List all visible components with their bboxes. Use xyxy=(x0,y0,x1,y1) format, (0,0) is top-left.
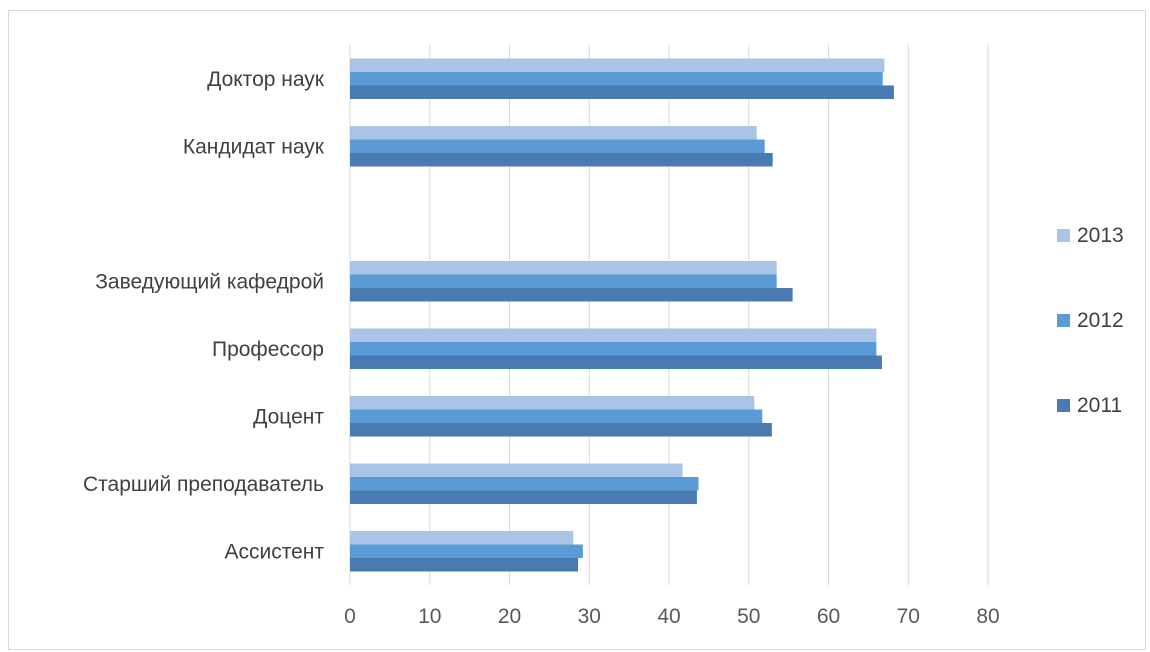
category-label: Доктор наук xyxy=(207,68,325,91)
legend-swatch-2011 xyxy=(1057,399,1070,412)
x-tick-label: 30 xyxy=(578,605,601,628)
bar-2013-5 xyxy=(350,396,755,410)
bar-2013-4 xyxy=(350,328,877,342)
category-labels: Доктор наук Кандидат наук Заведующий кафед… xyxy=(83,68,325,564)
bar-2012-7 xyxy=(350,544,583,558)
x-tick-label: 50 xyxy=(737,605,760,628)
bar-2011-4 xyxy=(350,355,882,369)
category-label: Доцент xyxy=(253,405,324,428)
bar-2012-0 xyxy=(350,72,883,86)
bar-2011-3 xyxy=(350,288,793,302)
legend-label-2011: 2011 xyxy=(1077,394,1122,417)
bar-2012-5 xyxy=(350,409,763,423)
bar-2013-7 xyxy=(350,531,574,545)
legend: 2013 2012 2011 xyxy=(1057,224,1124,417)
category-label: Кандидат наук xyxy=(183,135,325,158)
x-tick-label: 20 xyxy=(498,605,521,628)
category-label: Старший преподаватель xyxy=(83,473,324,496)
category-label: Ассистент xyxy=(224,540,324,563)
bar-2011-0 xyxy=(350,85,894,99)
bar-2011-1 xyxy=(350,153,773,167)
legend-label-2012: 2012 xyxy=(1077,309,1124,332)
legend-swatch-2013 xyxy=(1057,229,1070,242)
x-tick-label: 10 xyxy=(418,605,441,628)
bars xyxy=(350,58,894,572)
x-tick-labels: 0 10 20 30 40 50 60 70 80 xyxy=(344,605,1000,628)
category-label: Заведующий кафедрой xyxy=(95,270,324,293)
x-tick-label: 70 xyxy=(897,605,920,628)
bar-2012-4 xyxy=(350,342,877,356)
x-tick-label: 80 xyxy=(976,605,999,628)
category-label: Профессор xyxy=(212,338,324,361)
legend-swatch-2012 xyxy=(1057,314,1070,327)
legend-label-2013: 2013 xyxy=(1077,224,1124,247)
bar-2011-5 xyxy=(350,423,772,437)
bar-2013-6 xyxy=(350,463,683,477)
x-tick-label: 0 xyxy=(344,605,356,628)
bar-2012-3 xyxy=(350,274,777,288)
bar-2013-1 xyxy=(350,126,757,140)
bar-2012-1 xyxy=(350,139,765,153)
bar-2011-6 xyxy=(350,490,697,504)
bar-2011-7 xyxy=(350,558,579,572)
bar-2012-6 xyxy=(350,477,699,491)
bar-2013-3 xyxy=(350,261,777,275)
x-tick-label: 60 xyxy=(817,605,840,628)
bar-2013-0 xyxy=(350,58,885,72)
x-tick-label: 40 xyxy=(657,605,680,628)
